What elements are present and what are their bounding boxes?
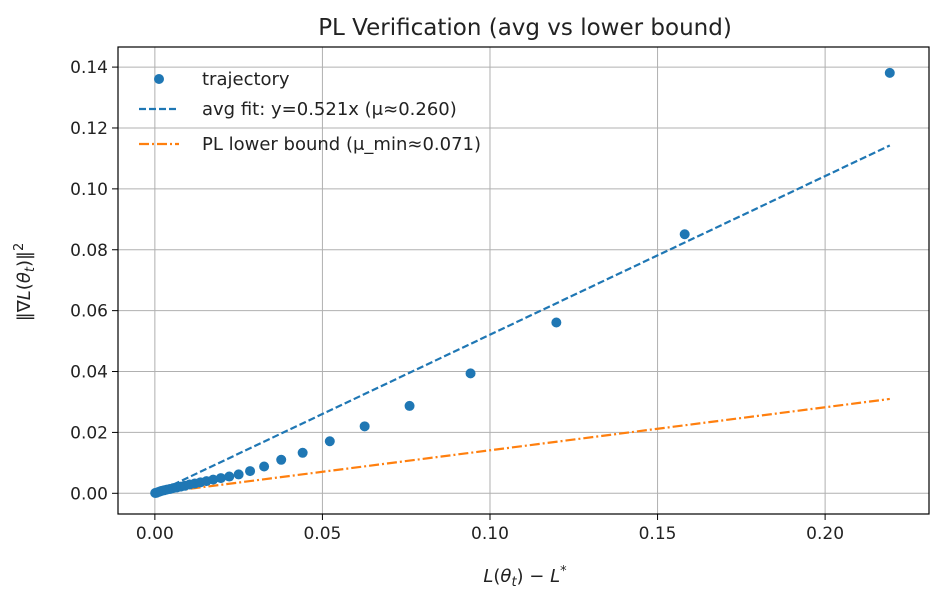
y-tick-label: 0.10 — [70, 180, 108, 200]
legend-marker-trajectory — [154, 74, 164, 84]
trajectory-point — [679, 229, 690, 240]
axis-ticks: 0.00 0.05 0.10 0.15 0.20 0.00 0.02 0.04 0.06 0.08… — [70, 58, 844, 544]
trajectory-point — [259, 461, 270, 472]
trajectory-point — [404, 400, 415, 411]
y-tick-label: 0.12 — [70, 119, 108, 139]
x-tick-label: 0.20 — [806, 524, 844, 544]
chart-title: PL Verification (avg vs lower bound) — [318, 15, 732, 41]
legend-label-lower-bound: PL lower bound (μ_min≈0.071) — [202, 134, 481, 155]
x-axis-label: L(θt) − L* — [483, 564, 567, 590]
legend-label-avg-fit: avg fit: y=0.521x (μ≈0.260) — [202, 99, 457, 120]
plot-area-frame — [117, 46, 930, 515]
trajectory-point — [359, 421, 370, 432]
trajectory-point — [208, 474, 219, 485]
y-tick-label: 0.02 — [70, 423, 108, 443]
x-tick-label: 0.15 — [639, 524, 677, 544]
x-tick-label: 0.00 — [136, 524, 174, 544]
plot-series — [150, 67, 895, 498]
pl-lower-bound-line — [154, 397, 890, 495]
y-tick-label: 0.06 — [70, 302, 108, 322]
y-tick-label: 0.14 — [70, 58, 108, 78]
y-axis-label: ‖∇L(θt)‖2 — [12, 243, 38, 322]
y-tick-label: 0.08 — [70, 241, 108, 261]
avg-fit-line — [154, 144, 891, 495]
trajectory-point — [324, 436, 335, 447]
trajectory-point — [297, 447, 308, 458]
trajectory-point — [224, 471, 235, 482]
legend: trajectory avg fit: y=0.521x (μ≈0.260) P… — [139, 69, 481, 155]
trajectory-point — [245, 466, 256, 477]
y-tick-label: 0.00 — [70, 484, 108, 504]
x-tick-label: 0.05 — [303, 524, 341, 544]
y-tick-label: 0.04 — [70, 363, 108, 383]
x-tick-label: 0.10 — [471, 524, 509, 544]
trajectory-point — [551, 317, 562, 328]
trajectory-point — [233, 469, 244, 480]
trajectory-point — [276, 454, 287, 465]
legend-label-trajectory: trajectory — [202, 69, 290, 90]
trajectory-point — [215, 473, 226, 484]
trajectory-point — [884, 67, 895, 78]
gridlines — [118, 47, 929, 514]
trajectory-point — [465, 368, 476, 379]
